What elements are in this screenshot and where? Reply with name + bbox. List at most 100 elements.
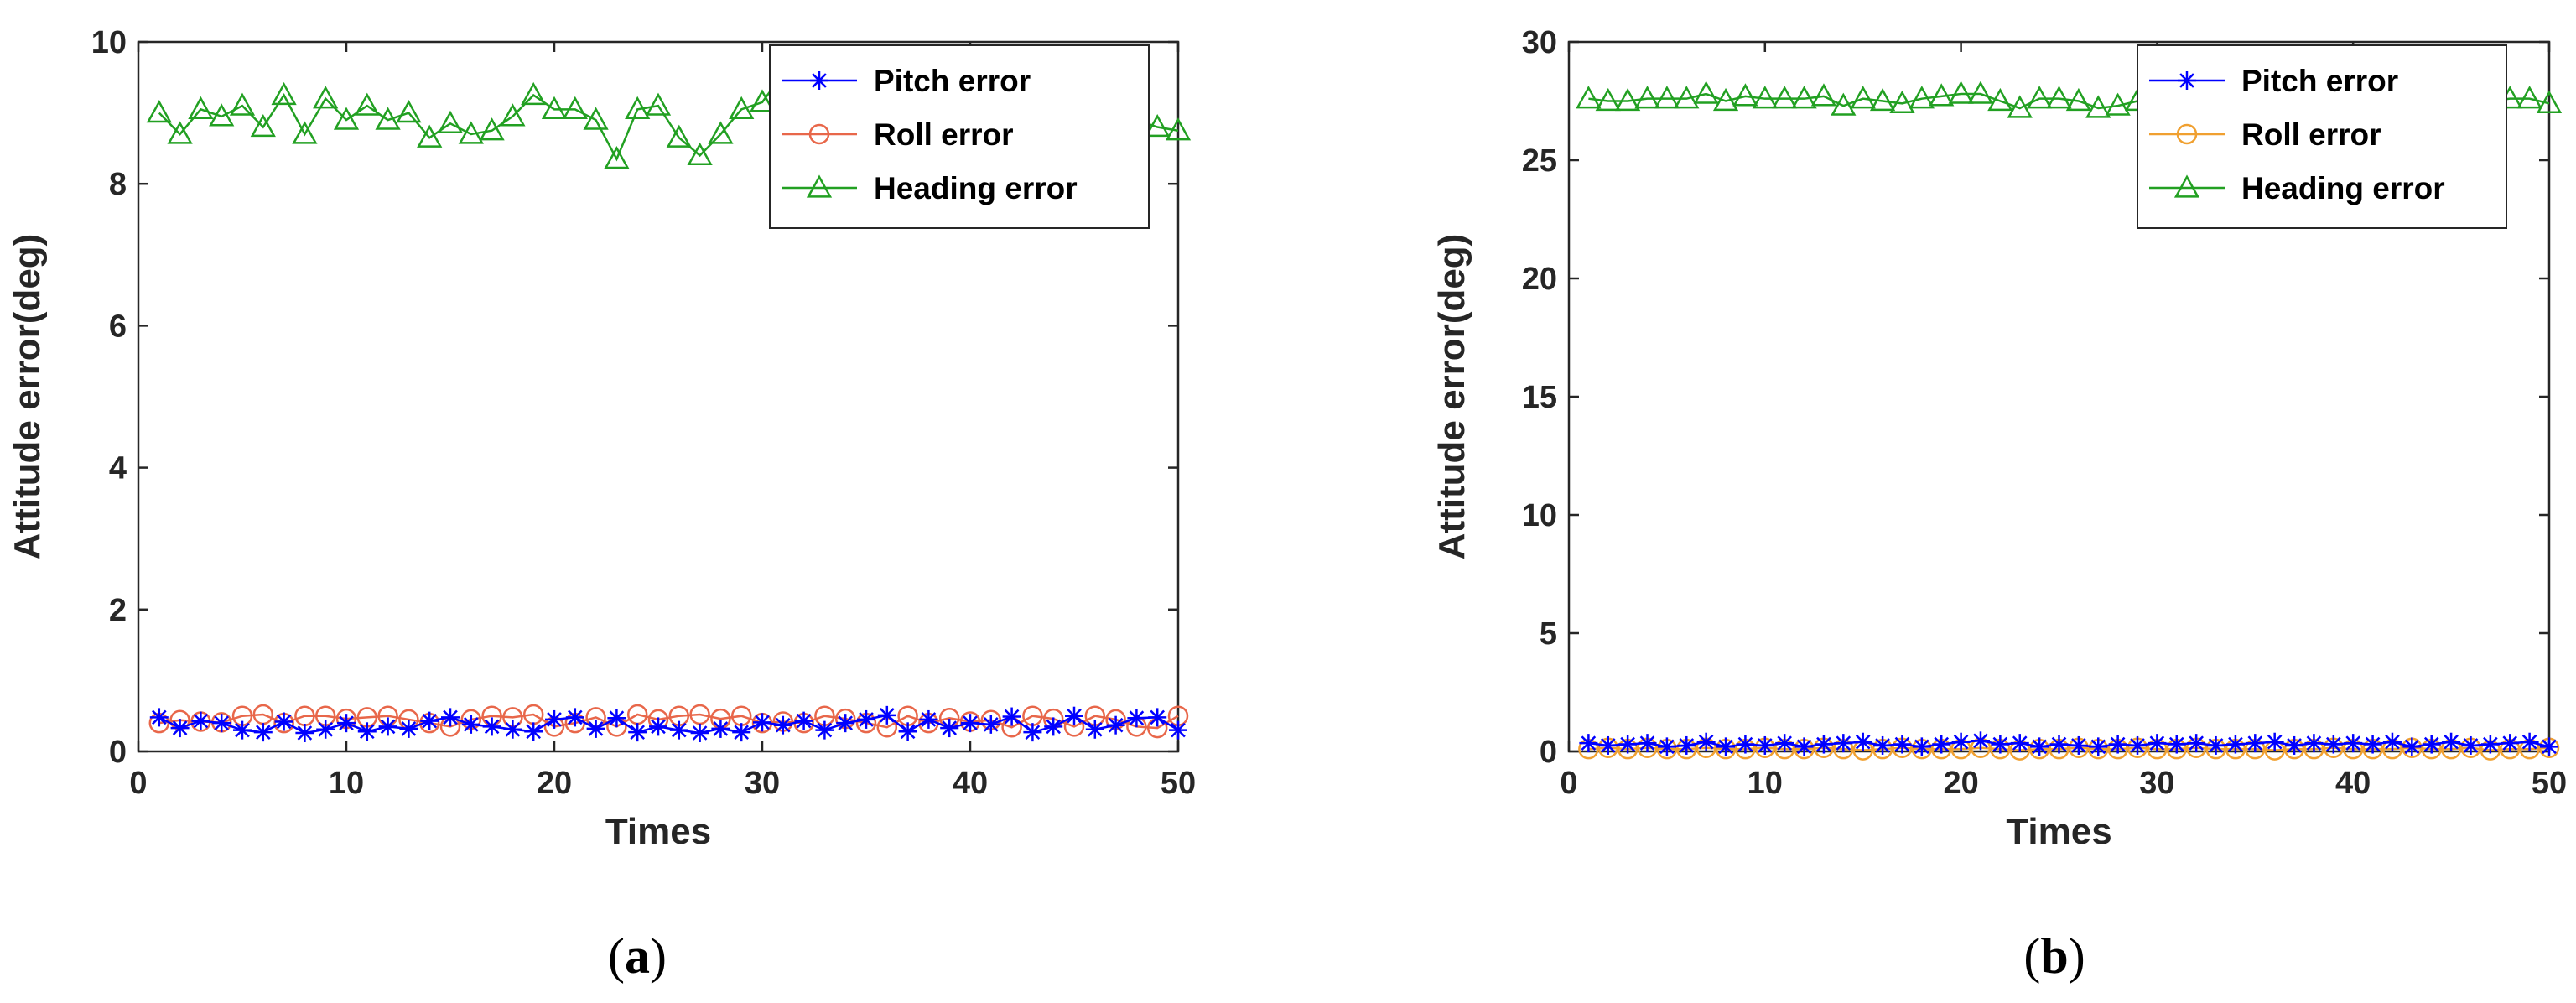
legend-entry: Roll error	[782, 117, 1014, 152]
data-point	[1889, 90, 1915, 113]
data-point	[1044, 717, 1063, 736]
data-point	[1772, 86, 1798, 109]
data-point	[1893, 735, 1912, 754]
data-point	[2304, 734, 2324, 753]
data-point	[2010, 734, 2029, 753]
data-point	[2049, 735, 2069, 754]
data-point	[1165, 117, 1192, 141]
data-point	[337, 714, 356, 733]
legend-label: Heading error	[874, 171, 1078, 205]
legend-marker	[810, 71, 828, 90]
series-line	[158, 713, 1179, 730]
x-tick-label: 50	[2532, 766, 2567, 801]
data-point	[375, 107, 401, 130]
data-point	[1853, 732, 1872, 751]
data-point	[1716, 737, 1736, 756]
legend-entry: Pitch error	[782, 64, 1031, 98]
data-point	[981, 715, 1000, 734]
data-point	[274, 712, 293, 731]
data-point	[2246, 734, 2265, 753]
data-point	[170, 719, 190, 738]
data-point	[836, 714, 855, 733]
data-point	[209, 103, 235, 127]
y-tick-label: 15	[1522, 380, 1557, 415]
data-point	[461, 715, 480, 734]
data-point	[1693, 81, 1719, 104]
x-tick-label: 0	[1560, 766, 1577, 801]
data-point	[500, 103, 526, 127]
series-layer	[1576, 81, 2563, 761]
data-point	[1127, 709, 1146, 728]
data-point	[649, 717, 667, 736]
data-point	[2382, 732, 2402, 751]
data-point	[1732, 83, 1758, 107]
data-point	[1065, 706, 1083, 725]
legend-marker	[2176, 123, 2198, 145]
data-point	[2007, 95, 2033, 118]
data-point	[1831, 92, 1857, 116]
x-tick-label: 50	[1161, 766, 1196, 801]
data-point	[1755, 735, 1774, 755]
data-point	[1579, 734, 1598, 753]
data-point	[316, 720, 335, 739]
data-point	[1696, 732, 1716, 751]
data-point	[645, 92, 672, 116]
data-point	[1148, 708, 1167, 727]
data-point	[2344, 734, 2363, 753]
data-point	[2148, 734, 2167, 753]
y-tick-label: 25	[1522, 143, 1557, 179]
legend-label: Roll error	[874, 117, 1014, 152]
legend-marker	[2174, 174, 2200, 198]
data-point	[2069, 735, 2088, 755]
data-point	[458, 121, 484, 144]
data-point	[396, 100, 422, 123]
data-point	[146, 100, 172, 123]
y-axis-label: Attitude error(deg)	[1431, 234, 1472, 560]
x-tick-label: 0	[129, 766, 147, 801]
data-point	[233, 720, 252, 740]
data-point	[2265, 732, 2284, 751]
legend-label: Heading error	[2241, 171, 2445, 205]
data-point	[2501, 734, 2520, 753]
data-point	[2480, 735, 2500, 754]
data-point	[1909, 86, 1935, 109]
data-point	[1951, 732, 1971, 751]
data-point	[2030, 737, 2049, 756]
data-point	[2128, 735, 2148, 755]
data-point	[1791, 86, 1817, 109]
x-tick-label: 30	[745, 766, 780, 801]
data-point	[1948, 81, 1974, 104]
data-point	[1106, 715, 1125, 735]
data-point	[229, 92, 256, 116]
data-point	[524, 722, 543, 741]
data-point	[565, 708, 584, 727]
data-point	[604, 146, 630, 169]
data-point	[2089, 737, 2108, 756]
data-point	[666, 124, 692, 148]
data-point	[378, 717, 397, 736]
data-point	[437, 110, 464, 133]
data-point	[1677, 735, 1696, 755]
data-point	[815, 720, 834, 740]
data-point	[708, 121, 734, 144]
legend-marker	[806, 174, 833, 198]
legend-label: Pitch error	[2241, 64, 2398, 98]
data-point	[149, 708, 169, 727]
data-point	[1775, 734, 1794, 753]
data-point	[1002, 707, 1021, 726]
data-point	[167, 121, 193, 144]
data-point	[1638, 734, 1657, 753]
data-point	[919, 709, 938, 729]
data-point	[753, 713, 771, 732]
x-axis-label: Times	[2006, 811, 2111, 852]
data-point	[503, 720, 522, 739]
data-point	[292, 121, 318, 144]
x-axis-label: Times	[605, 811, 711, 852]
x-tick-label: 10	[1748, 766, 1783, 801]
legend: Pitch error Roll error Heading error	[2137, 44, 2507, 229]
data-point	[1634, 86, 1660, 109]
data-point	[729, 96, 755, 120]
data-point	[271, 81, 297, 106]
data-point	[1085, 720, 1104, 739]
